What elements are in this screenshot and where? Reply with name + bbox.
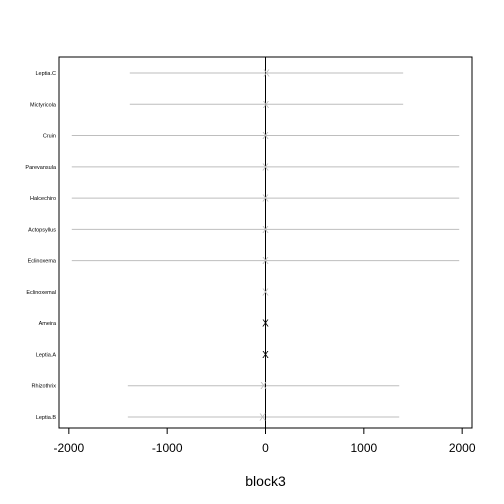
data-point: X xyxy=(262,350,269,361)
data-point: X xyxy=(262,287,269,298)
data-points: X X X X X X X X X X X X xyxy=(259,69,270,424)
category-label: Parevansula xyxy=(25,165,57,171)
category-label: Leptia.B xyxy=(36,415,57,421)
x-tick-label: 0 xyxy=(262,441,269,455)
data-point: X xyxy=(262,194,269,205)
x-tick-label: -2000 xyxy=(53,441,84,455)
category-label: Eclinoxema xyxy=(28,259,57,265)
data-point: X xyxy=(259,413,266,424)
category-label: Ameira xyxy=(39,321,57,327)
category-label: Halcechiro xyxy=(30,196,56,202)
x-axis-title: block3 xyxy=(245,473,286,489)
category-label: Eclinoxemal xyxy=(26,290,56,296)
data-point: X xyxy=(262,162,269,173)
category-label: Leptia.C xyxy=(36,71,57,77)
data-point: X xyxy=(262,225,269,236)
category-label: Mictyricola xyxy=(30,102,57,108)
data-point: X xyxy=(263,69,270,80)
category-label: Cruin xyxy=(43,134,56,140)
x-tick-label: 2000 xyxy=(449,441,476,455)
category-label: Actopsyllus xyxy=(28,227,56,233)
data-point: X xyxy=(262,319,269,330)
data-point: X xyxy=(262,131,269,142)
category-labels: Leptia.C Mictyricola Cruin Parevansula Halce… xyxy=(25,71,57,421)
data-point: X xyxy=(262,256,269,267)
data-point: X xyxy=(260,381,267,392)
x-tick-label: 1000 xyxy=(350,441,377,455)
category-label: Leptia.A xyxy=(36,352,57,358)
x-tick-label: -1000 xyxy=(152,441,183,455)
x-axis: -2000 -1000 0 1000 2000 xyxy=(53,427,476,455)
category-label: Rhizothrix xyxy=(32,384,57,390)
data-point: X xyxy=(263,100,270,111)
